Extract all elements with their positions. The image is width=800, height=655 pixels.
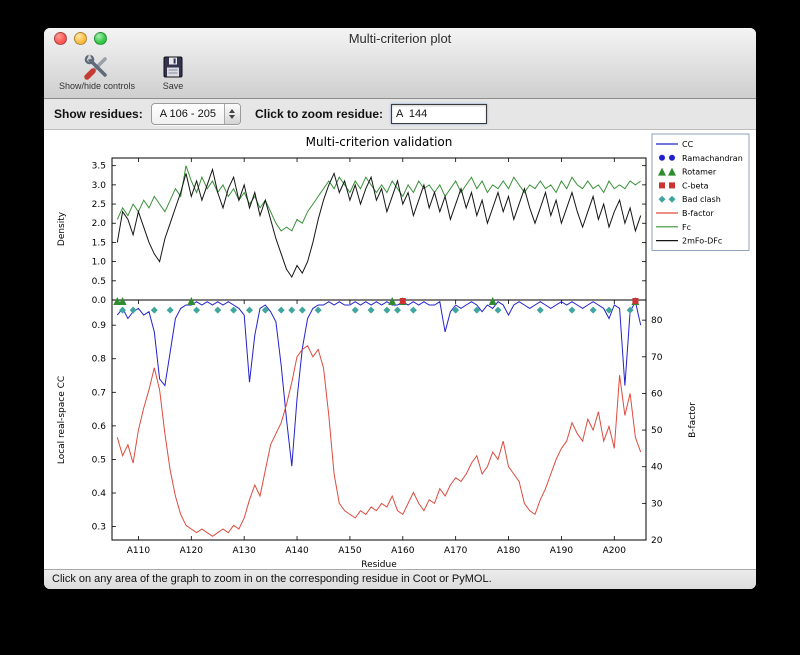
svg-text:A170: A170 [444,546,468,556]
svg-text:Local real-space CC: Local real-space CC [57,376,67,464]
svg-text:80: 80 [651,316,663,326]
svg-text:B-factor: B-factor [682,209,715,218]
residue-range-select[interactable]: A 106 - 205 [150,103,241,125]
save-button[interactable]: Save [158,52,188,92]
svg-text:60: 60 [651,389,663,399]
svg-text:Residue: Residue [361,560,397,569]
svg-text:A190: A190 [550,546,574,556]
status-message: Click on any area of the graph to zoom i… [52,573,492,585]
svg-text:3.0: 3.0 [92,181,107,191]
svg-text:0.0: 0.0 [92,296,107,306]
traffic-lights [54,32,107,45]
show-hide-controls-label: Show/hide controls [59,81,136,91]
series-2mFo-DFc [116,167,642,279]
close-button[interactable] [54,32,67,45]
show-hide-controls-button[interactable]: Show/hide controls [56,52,138,92]
svg-text:A110: A110 [127,546,151,556]
svg-text:A160: A160 [391,546,415,556]
svg-text:0.3: 0.3 [92,523,106,533]
chart-title: Multi-criterion validation [306,135,453,149]
svg-text:50: 50 [651,426,663,436]
bottom-panel-frame [111,299,647,541]
series-Fc [116,165,641,232]
stepper-arrows-icon [223,104,240,124]
svg-text:CC: CC [682,140,694,149]
svg-text:A150: A150 [338,546,362,556]
save-icon [161,53,185,81]
svg-text:20: 20 [651,536,663,546]
svg-text:Bad clash: Bad clash [682,195,721,204]
svg-text:A200: A200 [603,546,627,556]
toolbar: Show/hide controls Save [44,50,756,98]
svg-text:2.0: 2.0 [92,219,107,229]
svg-text:30: 30 [651,499,663,509]
svg-text:0.7: 0.7 [92,388,106,398]
status-bar: Click on any area of the graph to zoom i… [44,569,756,589]
svg-text:A180: A180 [497,546,521,556]
plot-region: Multi-criterion validation 0.0 0.5 1.0 1.5 2.… [44,130,756,569]
series-B-factor [116,345,642,537]
svg-text:0.8: 0.8 [92,355,107,365]
svg-text:3.5: 3.5 [92,162,106,172]
svg-text:70: 70 [651,353,663,363]
app-window: Multi-criterion plot Show/hide controls [44,28,756,589]
multi-criterion-chart[interactable]: Multi-criterion validation 0.0 0.5 1.0 1.5 2.… [48,130,752,569]
svg-text:2.5: 2.5 [92,200,106,210]
svg-text:0.6: 0.6 [92,422,107,432]
tools-icon [84,53,110,81]
window-chrome: Multi-criterion plot Show/hide controls [44,28,756,99]
series-CC [116,300,642,467]
save-label: Save [162,81,184,91]
svg-text:1.0: 1.0 [92,258,107,268]
svg-text:Ramachandran: Ramachandran [682,154,743,163]
svg-text:Fc: Fc [682,223,691,232]
zoom-residue-label: Click to zoom residue: [254,107,383,121]
svg-text:2mFo-DFc: 2mFo-DFc [682,237,722,246]
svg-text:0.5: 0.5 [92,455,106,465]
svg-text:Rotamer: Rotamer [682,168,717,177]
svg-text:Density: Density [57,211,67,246]
show-residues-label: Show residues: [54,107,143,121]
svg-text:0.4: 0.4 [92,489,107,499]
svg-text:0.5: 0.5 [92,277,106,287]
zoom-residue-input[interactable] [391,104,487,124]
svg-text:A140: A140 [285,546,309,556]
markers-Bad clash [119,306,634,314]
svg-text:0.9: 0.9 [92,321,107,331]
svg-text:A120: A120 [180,546,204,556]
markers-C-beta [399,298,639,305]
svg-text:B-factor: B-factor [688,402,698,438]
svg-text:1.5: 1.5 [92,238,106,248]
svg-text:40: 40 [651,463,663,473]
svg-text:A130: A130 [233,546,257,556]
svg-text:C-beta: C-beta [682,181,709,190]
minimize-button[interactable] [74,32,87,45]
legend: CC Ramachandran Rotamer C-beta Bad clash B-fa… [651,133,750,251]
zoom-window-button[interactable] [94,32,107,45]
residue-range-value: A 106 - 205 [159,108,216,120]
controls-row: Show residues: A 106 - 205 Click to zoom… [44,99,756,130]
window-title: Multi-criterion plot [348,31,452,46]
top-panel-frame [111,157,647,301]
title-bar[interactable]: Multi-criterion plot [44,28,756,50]
